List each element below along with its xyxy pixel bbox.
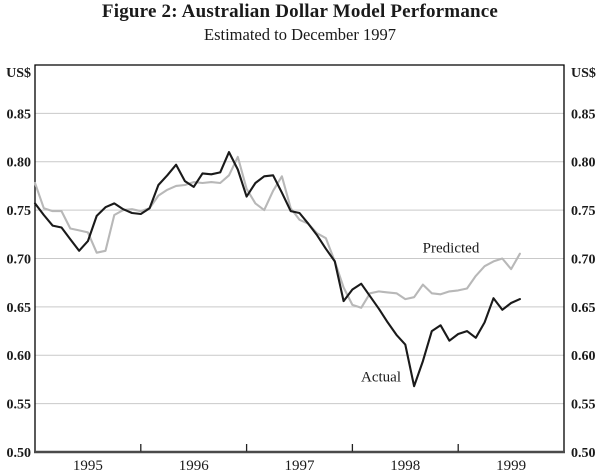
x-axis-year-label: 1997 — [285, 458, 316, 474]
chart-title: Figure 2: Australian Dollar Model Perfor… — [101, 1, 499, 22]
y-axis-label-left: 0.65 — [7, 301, 32, 316]
y-axis-label-left: 0.50 — [7, 446, 32, 461]
plot-frame — [34, 64, 565, 452]
chart-subtitle: Estimated to December 1997 — [204, 25, 396, 44]
y-axis-label-right: 0.70 — [571, 252, 596, 267]
y-axis-label-left: 0.55 — [7, 398, 32, 413]
y-axis-unit-right: US$ — [571, 66, 596, 81]
y-axis-label-right: 0.50 — [571, 446, 596, 461]
x-axis-year-label: 1995 — [73, 458, 103, 474]
y-axis-label-left: 0.75 — [7, 204, 32, 219]
y-axis-unit-left: US$ — [6, 66, 31, 81]
y-axis-label-left: 0.70 — [7, 252, 32, 267]
y-axis-label-right: 0.55 — [571, 398, 596, 413]
y-axis-label-left: 0.85 — [7, 107, 32, 122]
predicted-series-line — [33, 155, 521, 309]
y-axis-label-right: 0.75 — [571, 204, 596, 219]
y-axis-label-right: 0.80 — [571, 156, 596, 171]
actual-series-line — [33, 151, 521, 388]
y-axis-label-left: 0.60 — [7, 349, 32, 364]
actual-series-label: Actual — [361, 369, 401, 385]
y-axis-label-right: 0.60 — [571, 349, 596, 364]
x-axis-year-label: 1998 — [390, 458, 420, 474]
predicted-series-label: Predicted — [423, 240, 480, 256]
x-axis-year-label: 1999 — [496, 458, 526, 474]
x-axis-year-label: 1996 — [179, 458, 210, 474]
y-axis-label-right: 0.65 — [571, 301, 596, 316]
y-axis-label-right: 0.85 — [571, 107, 596, 122]
y-axis-label-left: 0.80 — [7, 156, 32, 171]
